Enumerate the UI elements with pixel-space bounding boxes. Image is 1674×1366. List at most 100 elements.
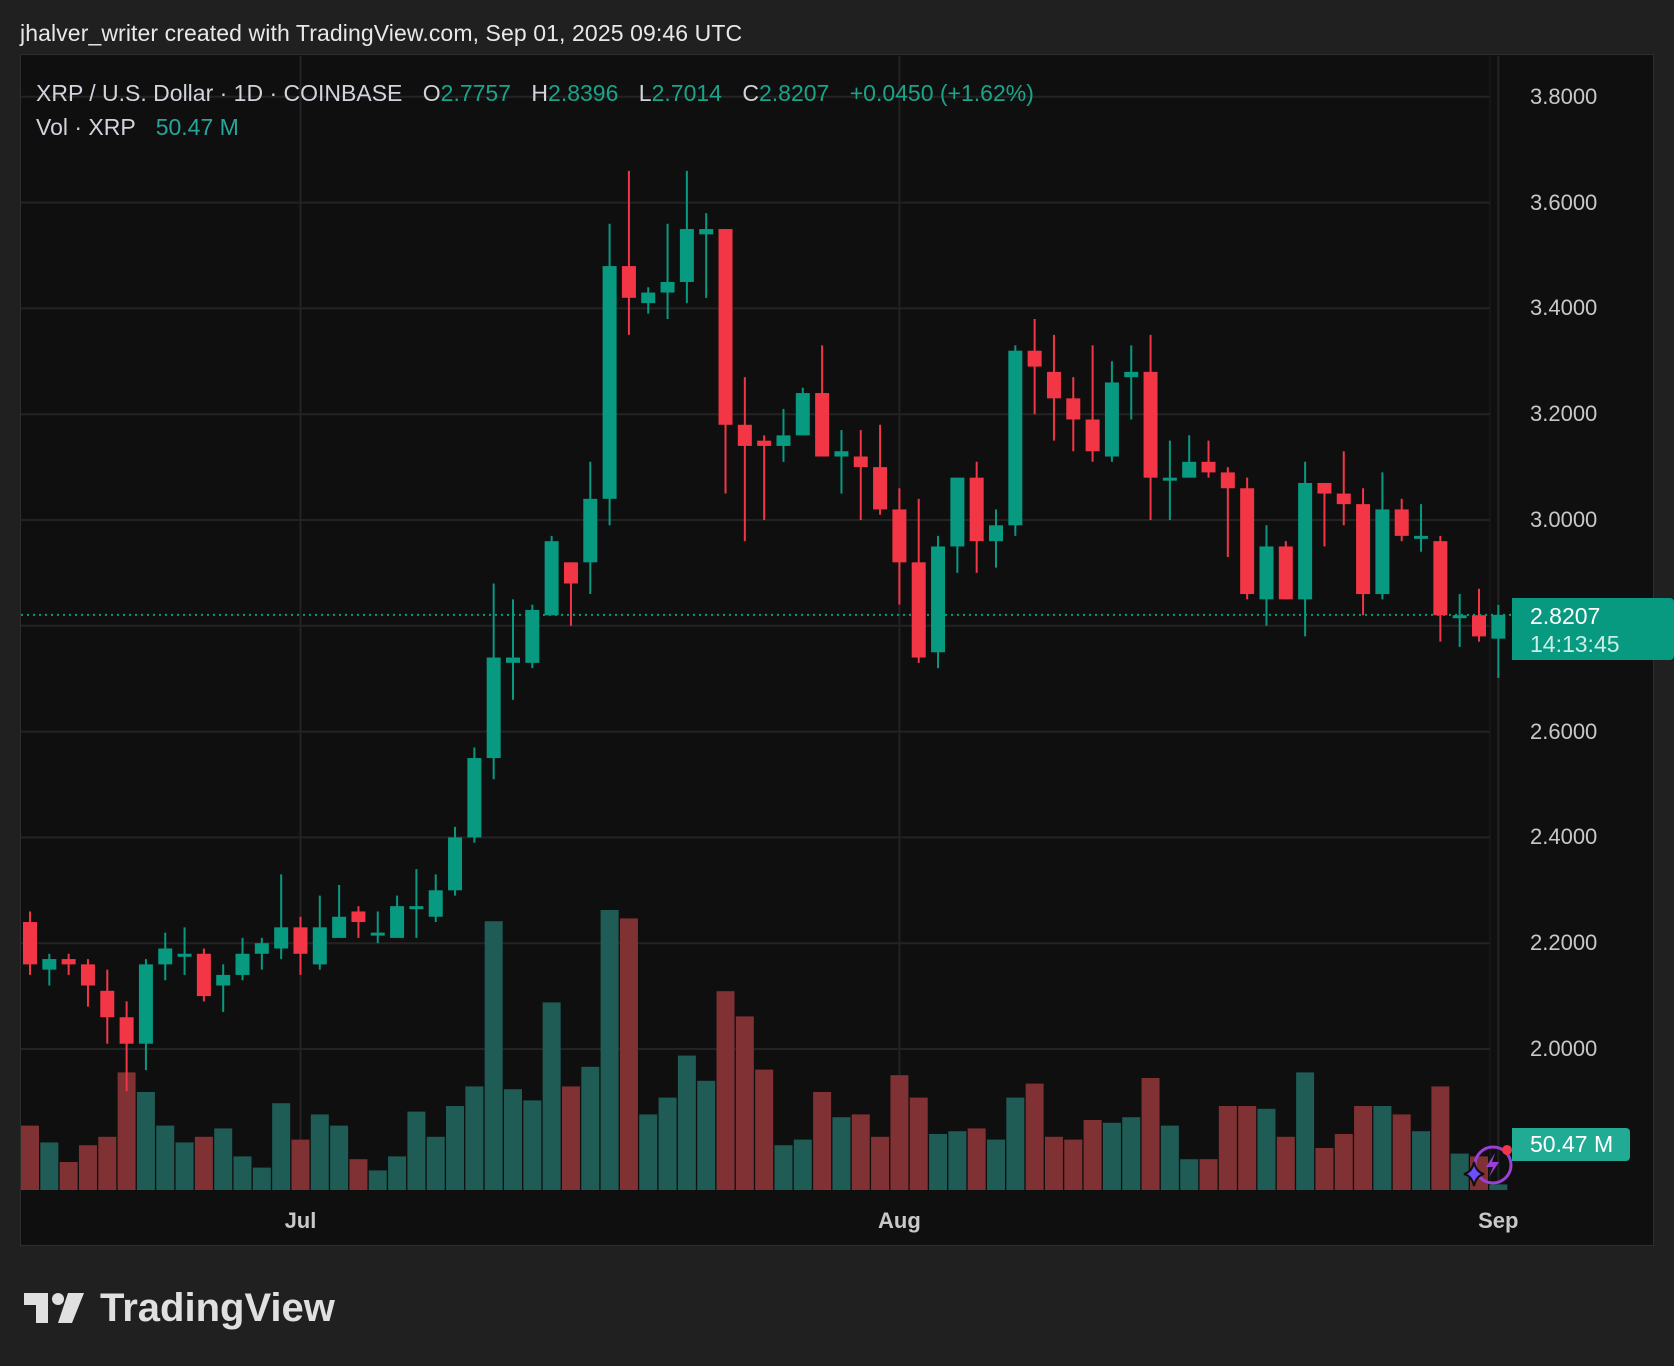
candle-body[interactable] <box>370 932 385 936</box>
candle-body[interactable] <box>1046 371 1061 399</box>
candle-body[interactable] <box>699 229 714 235</box>
candle-body[interactable] <box>254 943 269 954</box>
candle-body[interactable] <box>1162 477 1177 481</box>
candle-body[interactable] <box>312 927 327 965</box>
candle-body[interactable] <box>100 990 115 1018</box>
tradingview-logo[interactable]: TradingView <box>24 1286 335 1331</box>
candle-body[interactable] <box>815 393 830 457</box>
candle-body[interactable] <box>23 922 37 965</box>
volume-bar <box>600 910 619 1190</box>
volume-bar <box>677 1055 696 1190</box>
candle-body[interactable] <box>1278 546 1293 600</box>
candle-body[interactable] <box>138 964 153 1044</box>
low-label: L <box>638 80 652 106</box>
candle-body[interactable] <box>1394 509 1409 536</box>
candle-body[interactable] <box>563 562 578 584</box>
candle-body[interactable] <box>1433 541 1448 616</box>
volume-bar <box>774 1145 793 1190</box>
volume-bar <box>1431 1086 1450 1190</box>
volume-bar <box>658 1097 677 1190</box>
volume-bar <box>1199 1159 1218 1190</box>
candle-body[interactable] <box>158 948 173 965</box>
candle-body[interactable] <box>1240 488 1255 595</box>
candle-body[interactable] <box>235 953 250 975</box>
candle-body[interactable] <box>583 498 598 563</box>
candle-body[interactable] <box>602 266 617 499</box>
candle-body[interactable] <box>448 837 463 891</box>
volume-bar <box>330 1125 349 1190</box>
volume-bar <box>755 1069 774 1190</box>
candle-body[interactable] <box>679 229 694 282</box>
candle-body[interactable] <box>428 890 443 917</box>
candle-body[interactable] <box>177 953 192 957</box>
candle-body[interactable] <box>1027 350 1042 367</box>
candle-body[interactable] <box>834 451 849 457</box>
candle-body[interactable] <box>1375 509 1390 595</box>
candle-body[interactable] <box>621 266 636 298</box>
candle-body[interactable] <box>1201 461 1216 473</box>
candle-body[interactable] <box>795 393 810 436</box>
candle-body[interactable] <box>390 906 405 938</box>
candle-body[interactable] <box>1008 350 1023 526</box>
candle-body[interactable] <box>1124 371 1139 378</box>
candle-body[interactable] <box>718 229 733 425</box>
volume-bar <box>948 1131 967 1190</box>
candle-body[interactable] <box>1143 371 1158 478</box>
symbol-title[interactable]: XRP / U.S. Dollar · 1D · COINBASE <box>36 80 403 106</box>
candle-body[interactable] <box>525 609 540 663</box>
candle-body[interactable] <box>351 911 366 923</box>
candle-body[interactable] <box>757 440 772 446</box>
candle-body[interactable] <box>1298 482 1313 600</box>
candle-body[interactable] <box>293 927 308 954</box>
candle-body[interactable] <box>1414 535 1429 539</box>
candle-body[interactable] <box>950 477 965 547</box>
candle-body[interactable] <box>989 525 1003 542</box>
candle-body[interactable] <box>216 974 231 986</box>
volume-bar <box>1180 1159 1199 1190</box>
candle-body[interactable] <box>1472 615 1486 637</box>
candle-body[interactable] <box>196 953 211 997</box>
change-value: +0.0450 (+1.62%) <box>849 80 1034 106</box>
candle-body[interactable] <box>1220 472 1235 489</box>
candle-body[interactable] <box>1259 546 1274 600</box>
volume-bar <box>214 1128 233 1190</box>
candle-body[interactable] <box>660 281 675 293</box>
candle-body[interactable] <box>332 916 347 938</box>
candle-body[interactable] <box>892 509 907 563</box>
candle-body[interactable] <box>42 959 57 970</box>
candle-body[interactable] <box>506 657 520 663</box>
candle-body[interactable] <box>1317 482 1332 494</box>
candle-body[interactable] <box>853 456 868 468</box>
candle-body[interactable] <box>911 562 926 658</box>
candle-body[interactable] <box>776 435 791 446</box>
candle-body[interactable] <box>641 292 656 304</box>
time-tick-label: Jul <box>284 1208 317 1233</box>
candle-body[interactable] <box>737 424 752 446</box>
candle-body[interactable] <box>61 959 76 965</box>
volume-label[interactable]: Vol · XRP <box>36 114 136 140</box>
candle-body[interactable] <box>119 1017 134 1044</box>
candle-body[interactable] <box>1182 461 1197 478</box>
chart-pane[interactable] <box>20 54 1654 1246</box>
volume-bar <box>987 1139 1005 1190</box>
candle-body[interactable] <box>486 657 501 759</box>
candle-body[interactable] <box>1491 614 1506 639</box>
candle-body[interactable] <box>1066 398 1081 420</box>
candle-body[interactable] <box>467 758 482 838</box>
candle-body[interactable] <box>931 546 946 653</box>
ai-assistant-icon[interactable] <box>1462 1140 1516 1194</box>
volume-bar <box>1218 1106 1237 1190</box>
volume-bar <box>136 1092 155 1190</box>
candle-body[interactable] <box>1356 504 1371 595</box>
candle-body[interactable] <box>274 927 289 949</box>
candle-body[interactable] <box>80 964 95 986</box>
candle-body[interactable] <box>969 477 984 542</box>
candle-body[interactable] <box>1104 382 1119 457</box>
candle-body[interactable] <box>873 467 888 510</box>
candle-body[interactable] <box>1336 493 1351 505</box>
candle-body[interactable] <box>409 906 424 910</box>
candle-body[interactable] <box>544 541 559 616</box>
candle-body[interactable] <box>1452 615 1467 619</box>
candle-body[interactable] <box>1085 419 1100 452</box>
